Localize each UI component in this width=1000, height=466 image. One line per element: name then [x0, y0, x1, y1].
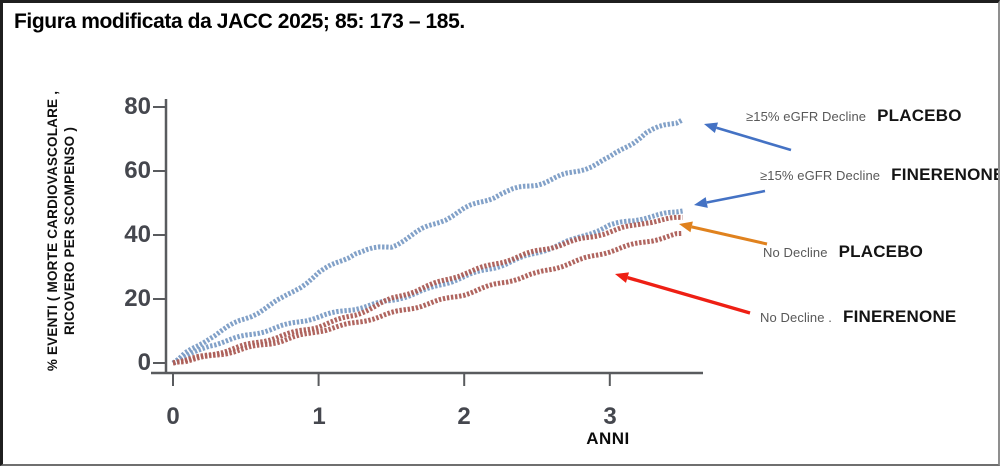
x-tick-2: 2 [457, 403, 471, 430]
y-tick-40: 40 [124, 221, 151, 248]
x-tick-3: 3 [603, 403, 617, 430]
y-tick-20: 20 [124, 285, 151, 312]
legend-drug: FINERENONE [843, 307, 957, 326]
arrow-no-decline-placebo-head [679, 221, 693, 233]
arrow-egfr-decline-placebo-head [704, 122, 719, 133]
legend-no-decline-finerenone: No Decline . FINERENONE [760, 307, 956, 327]
y-tick-0: 0 [137, 349, 151, 376]
y-tick-80: 80 [124, 93, 151, 120]
curve-no-decline-finerenone [172, 230, 683, 366]
legend-qualifier: ≥15% eGFR Decline [760, 168, 881, 183]
legend-drug: PLACEBO [838, 242, 924, 261]
arrow-egfr-decline-finerenone-head [694, 197, 708, 208]
legend-qualifier: ≥15% eGFR Decline [746, 109, 867, 124]
arrow-egfr-decline-finerenone [706, 189, 766, 204]
legend-no-decline-placebo: No Decline PLACEBO [763, 242, 923, 262]
arrow-no-decline-finerenone-head [615, 272, 630, 283]
arrow-no-decline-placebo [691, 225, 768, 246]
x-tick-0: 0 [166, 403, 180, 430]
chart-canvas [151, 99, 792, 386]
legend-drug: PLACEBO [877, 106, 962, 125]
y-tick-60: 60 [124, 157, 151, 184]
legend-qualifier: No Decline . [760, 310, 833, 325]
legend-qualifier: No Decline [763, 245, 828, 260]
legend-drug: FINERENONE [891, 165, 1000, 184]
x-tick-1: 1 [312, 403, 326, 430]
arrow-no-decline-finerenone [627, 275, 751, 315]
curve-egfr-decline-placebo [171, 117, 684, 366]
curve-no-decline-placebo [172, 214, 683, 366]
curve-egfr-decline-finerenone [171, 208, 684, 366]
x-axis-title: ANNI [586, 429, 630, 448]
figure-title: Figura modificata da JACC 2025; 85: 173 … [14, 10, 465, 33]
legend-egfr-decline-placebo: ≥15% eGFR Decline PLACEBO [746, 106, 962, 126]
legend-egfr-decline-finerenone: ≥15% eGFR Decline FINERENONE [760, 165, 1000, 185]
arrow-egfr-decline-placebo [716, 126, 792, 152]
